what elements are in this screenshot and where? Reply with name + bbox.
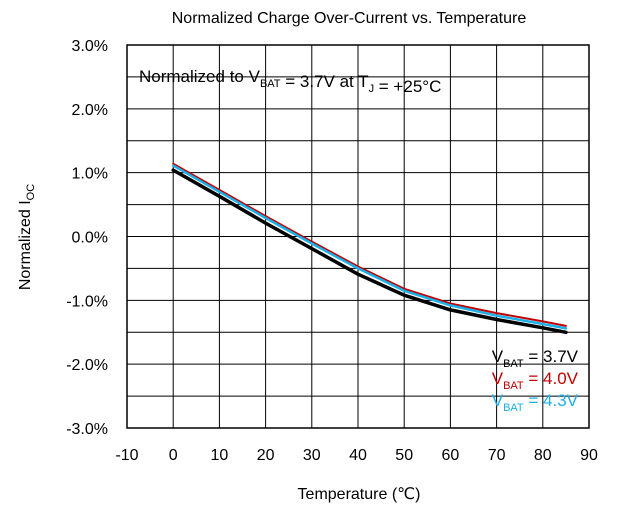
y-tick-label: 3.0%: [72, 38, 108, 55]
legend-value: = 3.7V: [524, 347, 579, 366]
x-tick-label: 70: [488, 447, 506, 464]
legend-subscript: BAT: [503, 402, 524, 414]
chart-title: Normalized Charge Over-Current vs. Tempe…: [172, 10, 527, 27]
data-point: [542, 320, 544, 322]
legend-name: V: [492, 369, 504, 388]
data-point: [542, 327, 544, 329]
y-axis-label: Normalized IOC: [17, 184, 37, 290]
x-tick-label: 50: [395, 447, 413, 464]
y-tick-label: 0.0%: [72, 230, 108, 247]
y-tick-label: 1.0%: [72, 166, 108, 183]
data-point: [496, 315, 498, 317]
data-point: [403, 290, 405, 292]
annotation-text: = 3.7V at T: [281, 72, 369, 91]
x-tick-label: 30: [303, 447, 321, 464]
x-tick-label: 40: [349, 447, 367, 464]
data-point: [565, 327, 567, 330]
data-point: [311, 248, 313, 250]
x-tick-label: 10: [211, 447, 229, 464]
data-point: [265, 215, 267, 217]
y-tick-label: -1.0%: [66, 293, 108, 310]
data-point: [357, 267, 359, 270]
legend-entry: VBAT = 4.3V: [492, 391, 579, 414]
grid: [126, 44, 590, 429]
y-tick-label: 2.0%: [72, 102, 108, 119]
y-tick-label: -3.0%: [66, 421, 108, 438]
series-line: [171, 164, 568, 330]
data-point: [172, 169, 174, 171]
data-point: [403, 294, 405, 296]
x-tick-label: 0: [169, 447, 178, 464]
legend-name: V: [492, 391, 504, 410]
legend-entry: VBAT = 3.7V: [492, 347, 579, 370]
data-point: [357, 273, 359, 275]
data-point: [449, 302, 451, 305]
plot-frame: [126, 44, 590, 429]
data-point: [449, 309, 451, 311]
data-point: [357, 265, 359, 268]
x-tick-label: 60: [442, 447, 460, 464]
x-tick-label: -10: [115, 447, 138, 464]
legend-name: V: [492, 347, 504, 366]
series-line: [171, 168, 568, 335]
annotation-text: Normalized to V: [139, 67, 261, 86]
ticks: -10 0 10 20 30 40 50 60 70 80 90 -3.0% -2.0% -1.0% 0.0…: [66, 38, 598, 464]
data-point: [172, 163, 174, 165]
data-point: [172, 165, 174, 167]
normalization-annotation: Normalized to VBAT = 3.7V at TJ = +25°C: [139, 67, 441, 96]
y-tick-label: -2.0%: [66, 357, 108, 374]
data-point: [496, 312, 498, 314]
data-point: [542, 323, 544, 325]
x-tick-label: 20: [257, 447, 275, 464]
x-axis-label: Temperature (℃): [298, 486, 421, 503]
data-point: [565, 331, 567, 333]
y-axis-label-sub: OC: [25, 184, 37, 201]
data-point: [565, 325, 567, 327]
data-point: [403, 288, 405, 290]
x-tick-label: 80: [534, 447, 552, 464]
series-line: [172, 162, 567, 327]
legend-subscript: BAT: [503, 380, 524, 392]
data-series: [171, 162, 568, 335]
annotation-subscript: J: [369, 83, 375, 95]
data-point: [218, 191, 220, 193]
annotation-subscript: BAT: [260, 78, 281, 90]
y-axis-label-main: Normalized I: [17, 200, 34, 290]
legend-value: = 4.3V: [524, 391, 579, 410]
data-point: [265, 217, 267, 219]
legend-value: = 4.0V: [524, 369, 579, 388]
legend-subscript: BAT: [503, 358, 524, 370]
data-point: [311, 242, 313, 245]
data-point: [449, 304, 451, 307]
x-tick-label: 90: [580, 447, 598, 464]
data-point: [496, 318, 498, 321]
legend-entry: VBAT = 4.0V: [492, 369, 579, 392]
annotation-text: = +25°C: [374, 77, 441, 96]
data-point: [265, 222, 267, 224]
data-point: [218, 195, 220, 197]
